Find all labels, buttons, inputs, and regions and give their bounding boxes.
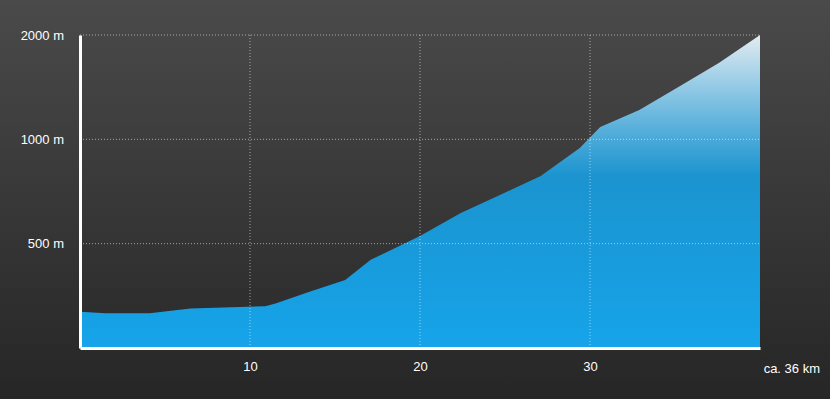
x-tick-label: 10	[243, 359, 257, 374]
y-tick: 2000 m	[21, 28, 80, 43]
y-axis-line	[79, 36, 82, 349]
x-axis-line	[81, 347, 761, 350]
grid-line	[590, 35, 591, 348]
y-tick-label: 500 m	[28, 236, 64, 251]
data-layer	[80, 35, 760, 348]
grid-line	[250, 35, 251, 348]
grid	[80, 35, 760, 348]
y-axis: 500 m 1000 m 2000 m	[21, 28, 81, 349]
x-tick: 20	[413, 348, 427, 374]
y-tick: 1000 m	[21, 132, 80, 147]
y-tick-label: 1000 m	[21, 132, 64, 147]
elevation-area	[80, 35, 760, 348]
background	[0, 0, 830, 399]
y-tick: 500 m	[28, 236, 80, 251]
x-tick: 10	[243, 348, 257, 374]
x-axis-title: ca. 36 km	[764, 361, 820, 376]
x-axis: 10 20 30	[81, 348, 761, 374]
x-tick-label: 30	[583, 359, 597, 374]
x-tick: 30	[583, 348, 597, 374]
y-tick-label: 2000 m	[21, 28, 64, 43]
plot: 500 m 1000 m 2000 m 10 20 30 ca. 36 km	[21, 28, 820, 376]
grid-line	[80, 139, 760, 140]
grid-line	[80, 243, 760, 244]
grid-line	[420, 35, 421, 348]
chart: 500 m 1000 m 2000 m 10 20 30 ca. 36 km	[0, 0, 830, 399]
x-tick-label: 20	[413, 359, 427, 374]
